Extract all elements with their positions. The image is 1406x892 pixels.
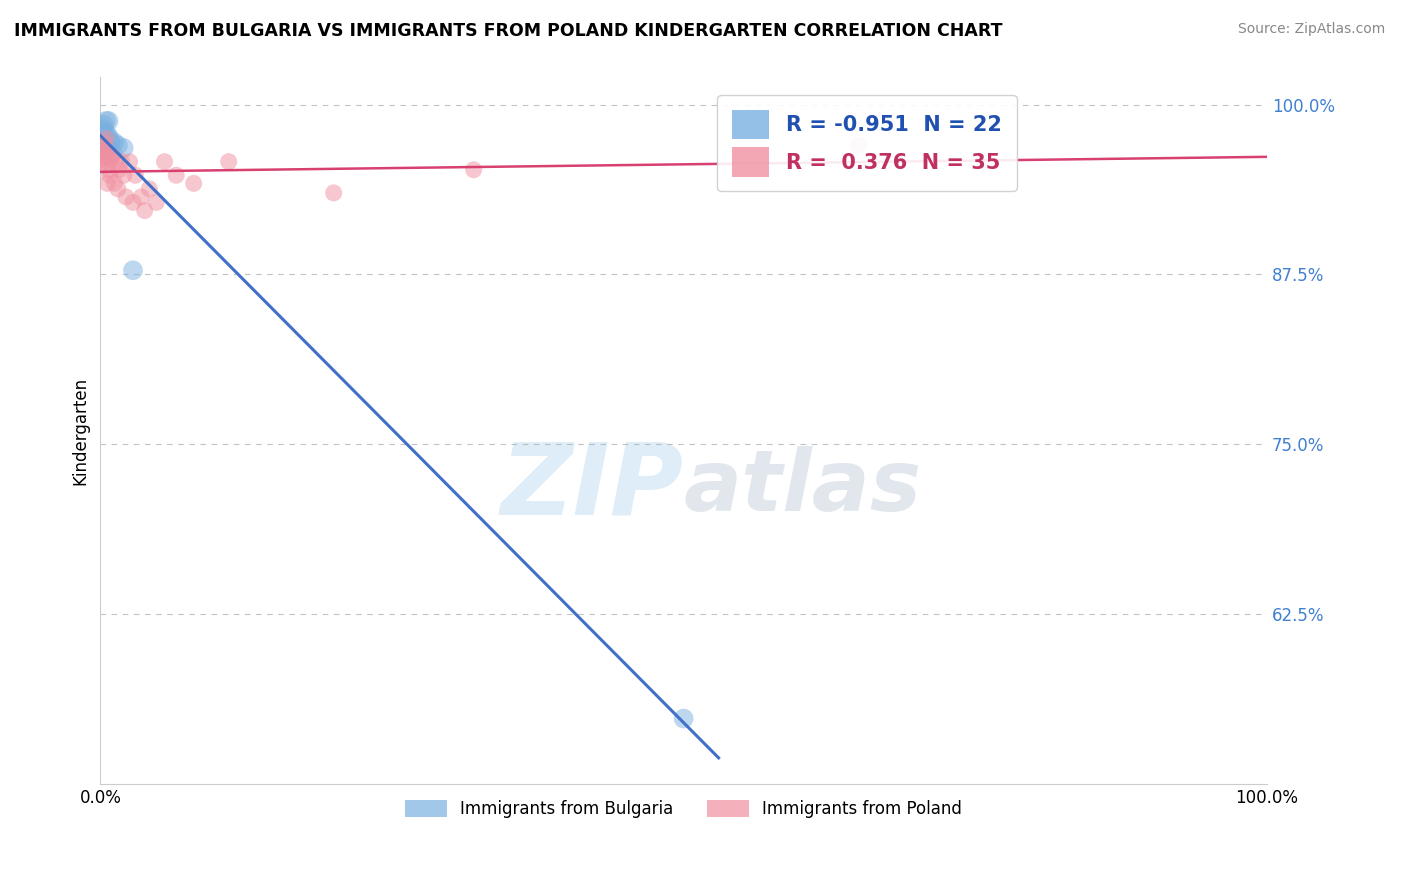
Point [848, 138, 870, 153]
Point [93, 136, 115, 150]
Point [96, 149, 118, 163]
Point [94, 141, 117, 155]
Point [100, 152, 122, 166]
Point [90, 149, 112, 163]
Point [112, 141, 135, 155]
Point [94, 141, 117, 155]
Point [153, 154, 176, 169]
Point [90, 128, 112, 142]
Point [93, 136, 115, 150]
Point [96, 177, 118, 191]
Point [93, 128, 115, 142]
Point [218, 154, 240, 169]
Point [107, 182, 129, 196]
Text: ZIP: ZIP [501, 439, 683, 535]
Point [93, 152, 115, 166]
Point [98, 168, 121, 182]
Point [183, 177, 205, 191]
Point [107, 138, 129, 153]
Text: IMMIGRANTS FROM BULGARIA VS IMMIGRANTS FROM POLAND KINDERGARTEN CORRELATION CHAR: IMMIGRANTS FROM BULGARIA VS IMMIGRANTS F… [14, 22, 1002, 40]
Point [122, 195, 145, 210]
Legend: Immigrants from Bulgaria, Immigrants from Poland: Immigrants from Bulgaria, Immigrants fro… [399, 793, 969, 825]
Point [94, 159, 117, 173]
Point [124, 168, 146, 182]
Point [165, 168, 187, 182]
Point [322, 186, 344, 200]
Point [145, 195, 167, 210]
Point [134, 203, 156, 218]
Point [129, 190, 152, 204]
Text: atlas: atlas [683, 446, 922, 529]
Point [98, 131, 121, 145]
Point [96, 114, 118, 128]
Point [112, 168, 135, 182]
Point [96, 128, 118, 142]
Point [463, 162, 485, 177]
Point [108, 162, 131, 177]
Point [104, 154, 127, 169]
Point [118, 154, 141, 169]
Y-axis label: Kindergarten: Kindergarten [72, 376, 89, 484]
Point [110, 154, 132, 169]
Point [94, 125, 117, 139]
Point [101, 145, 124, 160]
Point [122, 263, 145, 277]
Point [91, 136, 114, 150]
Point [96, 138, 118, 153]
Text: Source: ZipAtlas.com: Source: ZipAtlas.com [1237, 22, 1385, 37]
Point [103, 177, 125, 191]
Point [138, 182, 160, 196]
Point [672, 712, 695, 726]
Point [96, 141, 118, 155]
Point [103, 136, 125, 150]
Point [97, 114, 120, 128]
Point [93, 118, 115, 132]
Point [100, 136, 122, 150]
Point [115, 190, 138, 204]
Point [96, 131, 118, 145]
Point [91, 141, 114, 155]
Point [94, 131, 117, 145]
Point [97, 162, 120, 177]
Point [91, 122, 114, 136]
Point [101, 149, 124, 163]
Point [91, 154, 114, 169]
